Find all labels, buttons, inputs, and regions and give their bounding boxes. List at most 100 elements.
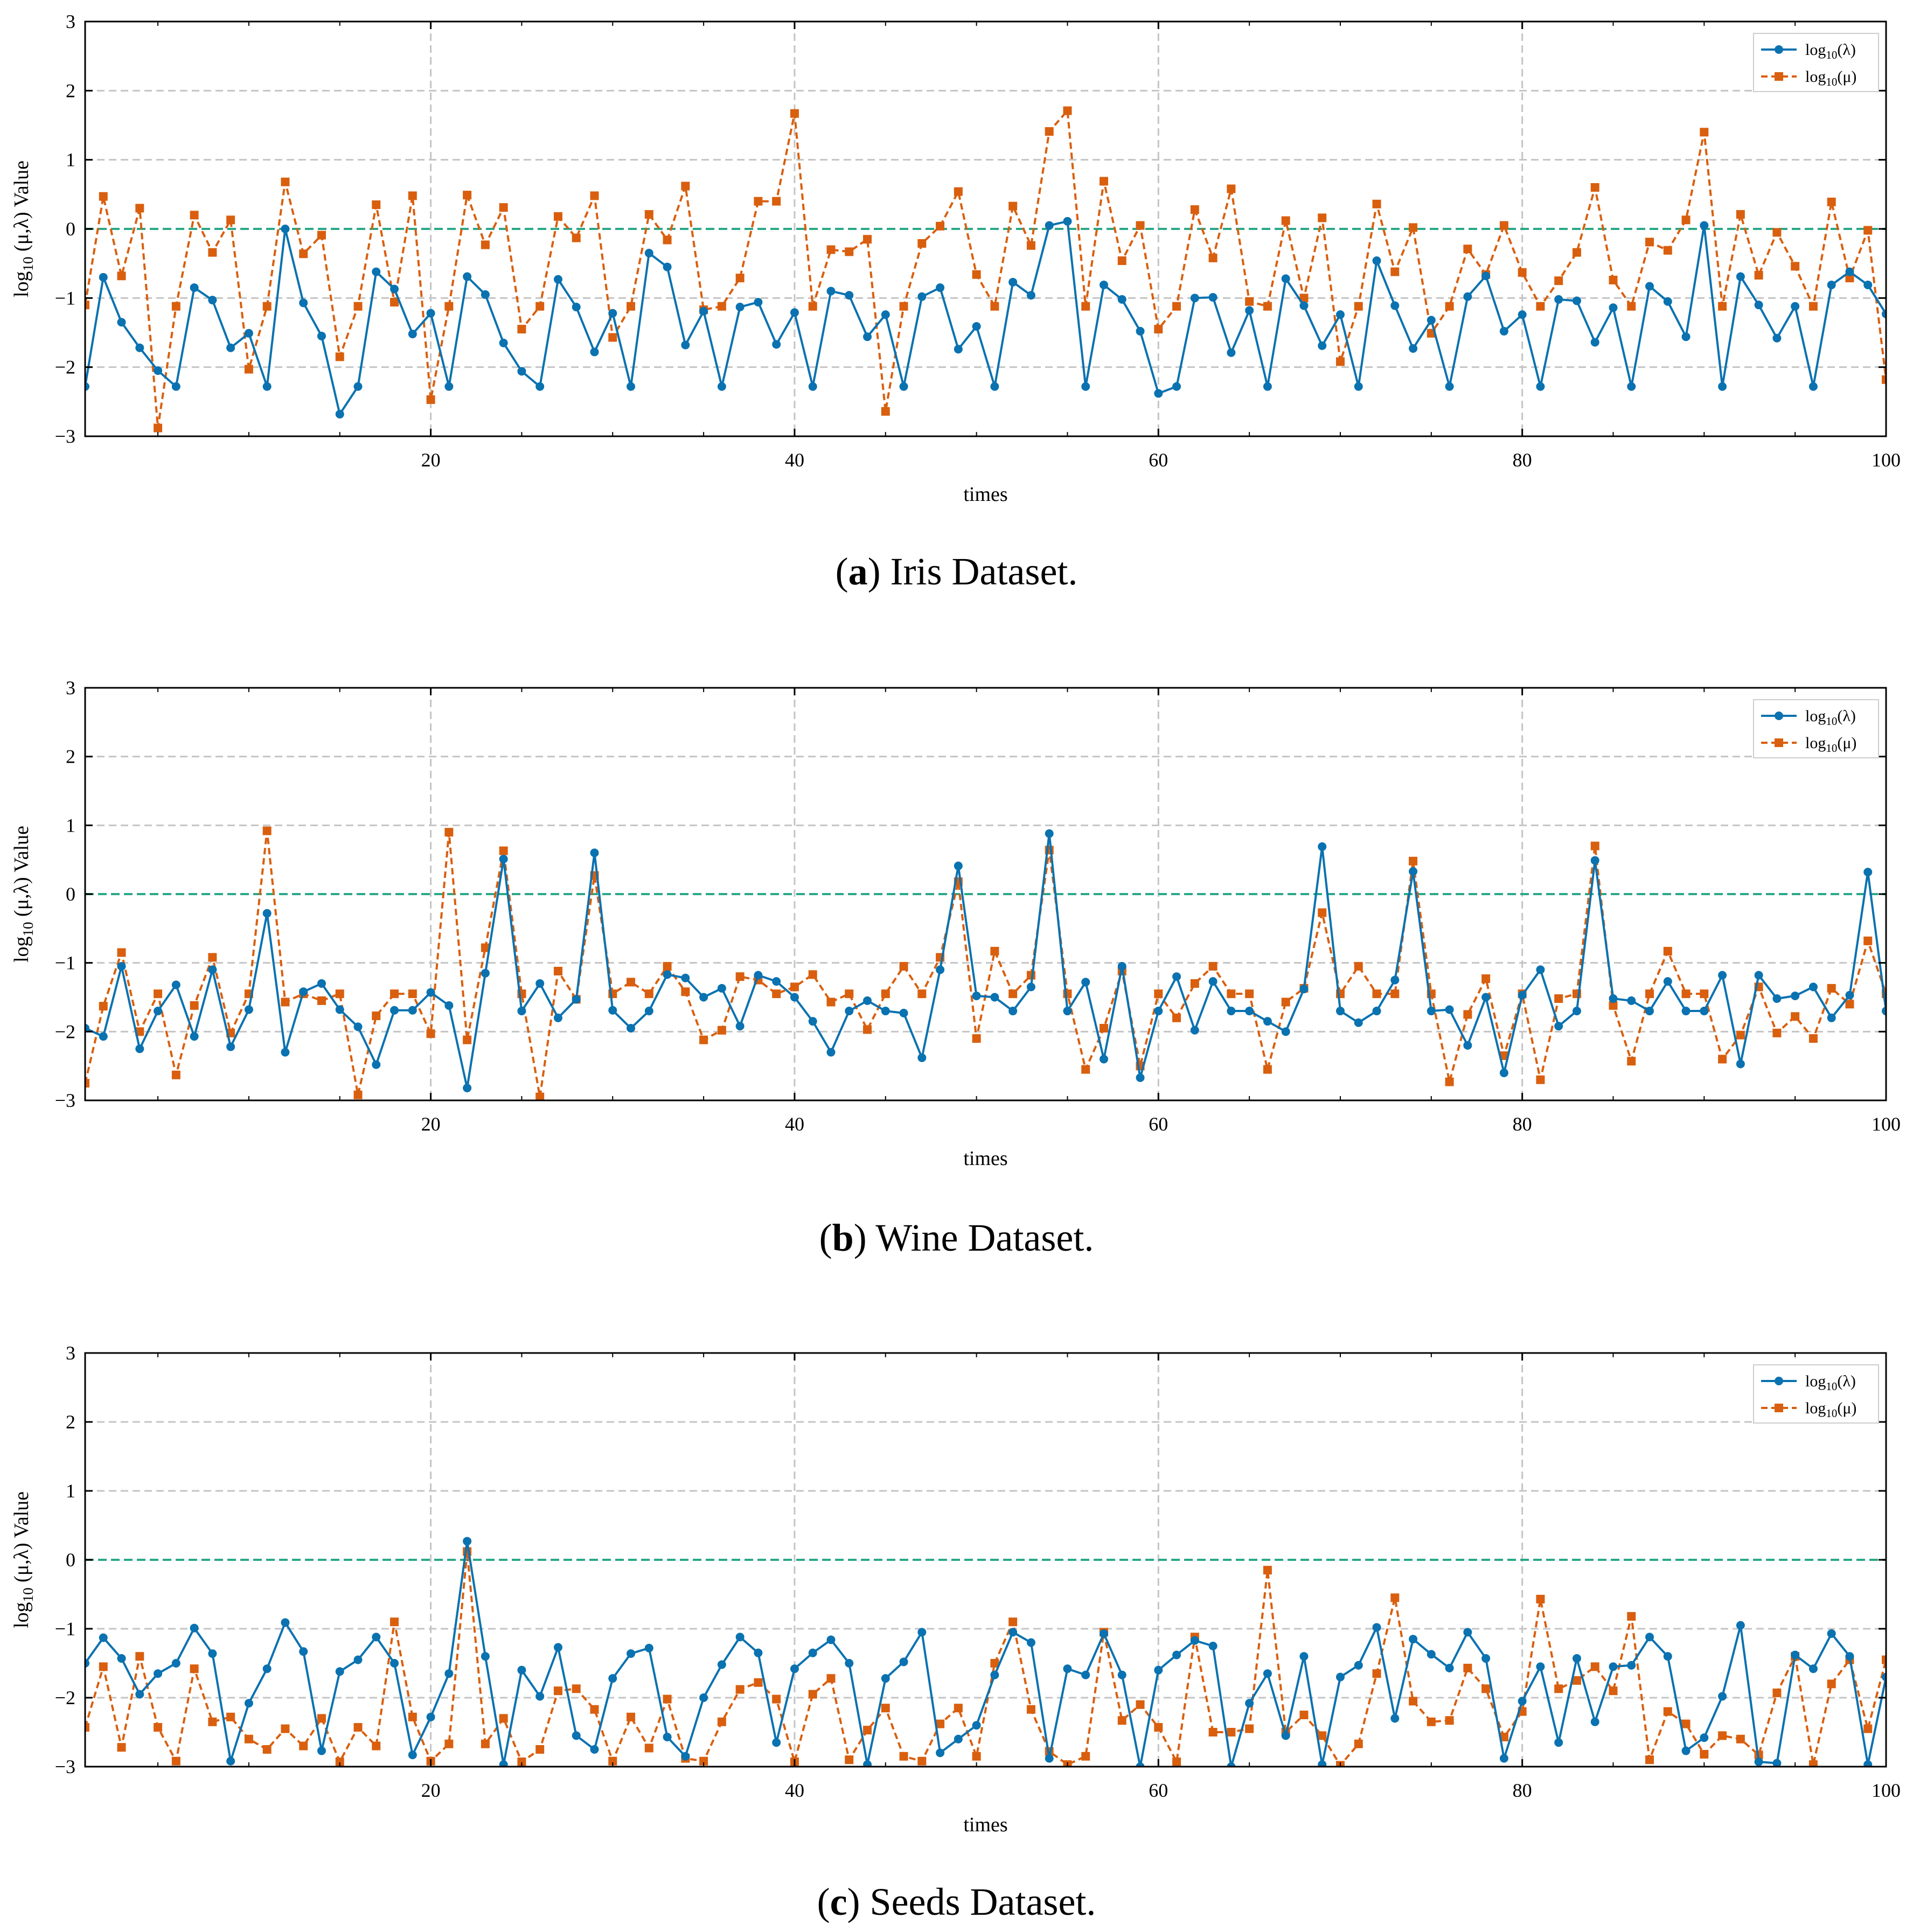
legend: log10(λ) log10(μ)	[1753, 1364, 1879, 1424]
data-point-mu	[845, 1755, 854, 1764]
x-tick-label: 100	[1872, 1780, 1901, 1801]
data-point-mu	[1627, 1612, 1636, 1621]
data-point-lambda	[717, 382, 726, 391]
x-tick-label: 80	[1513, 1780, 1532, 1801]
data-point-lambda	[1154, 389, 1163, 398]
data-point-lambda	[335, 1667, 344, 1676]
data-point-mu	[1736, 1734, 1745, 1743]
data-point-mu	[1008, 989, 1018, 999]
data-point-mu	[463, 1035, 472, 1044]
data-point-mu	[1754, 270, 1763, 280]
data-point-mu	[1536, 302, 1545, 311]
grid-lines	[85, 688, 1886, 1100]
data-point-mu	[954, 187, 963, 196]
data-point-mu	[1409, 223, 1418, 232]
chart-panel-iris: −3 −2 −1 0 1 2 3 20 40 60 80 100 times log10 (μ,λ) …	[10, 11, 1901, 506]
x-tick-label: 80	[1513, 449, 1532, 471]
data-point-mu	[390, 1617, 399, 1627]
x-tick-label: 80	[1513, 1113, 1532, 1135]
data-point-lambda	[1335, 1007, 1345, 1016]
data-point-lambda	[135, 1044, 144, 1054]
data-point-lambda	[754, 1648, 763, 1657]
data-point-mu	[790, 109, 799, 118]
data-point-mu	[1463, 1663, 1472, 1672]
data-point-lambda	[535, 382, 545, 391]
data-point-mu	[1791, 1012, 1800, 1021]
data-point-lambda	[1754, 301, 1763, 310]
data-point-lambda	[281, 1618, 290, 1627]
data-point-mu	[772, 1694, 781, 1704]
data-point-mu	[535, 1745, 545, 1754]
data-point-lambda	[171, 980, 180, 989]
data-point-mu	[1736, 1030, 1745, 1040]
data-point-mu	[99, 1002, 108, 1011]
caption-wine: (b) Wine Dataset.	[819, 1216, 1094, 1259]
data-point-lambda	[463, 1537, 472, 1546]
data-point-lambda	[535, 1692, 545, 1701]
data-point-lambda	[699, 306, 708, 316]
y-tick-label: −1	[55, 287, 75, 309]
caption-seeds: (c) Seeds Dataset.	[817, 1880, 1096, 1923]
data-point-mu	[517, 1757, 526, 1767]
data-point-lambda	[754, 971, 763, 980]
data-point-mu	[335, 989, 344, 999]
data-point-lambda	[1554, 1022, 1563, 1031]
series-clip	[85, 826, 1886, 1100]
data-point-mu	[444, 1739, 454, 1748]
legend: log10(λ) log10(μ)	[1753, 699, 1879, 758]
data-point-mu	[699, 1035, 708, 1044]
data-point-mu	[1227, 1728, 1236, 1736]
data-point-lambda	[1081, 382, 1090, 391]
series-layer	[85, 826, 1886, 1100]
data-point-lambda	[226, 343, 235, 352]
data-point-lambda	[154, 366, 163, 375]
data-point-lambda	[954, 345, 963, 354]
data-point-mu	[281, 1724, 290, 1733]
data-point-mu	[481, 943, 490, 952]
data-point-lambda	[1463, 1628, 1472, 1637]
data-point-lambda	[517, 1007, 526, 1016]
data-point-lambda	[281, 1048, 290, 1057]
data-point-mu	[1318, 213, 1327, 222]
data-point-lambda	[1409, 867, 1418, 876]
data-point-lambda	[1627, 382, 1636, 391]
data-point-mu	[1409, 1697, 1418, 1706]
data-point-mu	[663, 235, 672, 245]
data-point-mu	[208, 953, 217, 962]
data-point-lambda	[1882, 309, 1886, 318]
data-point-lambda	[1808, 982, 1818, 992]
data-point-lambda	[1882, 1672, 1886, 1682]
data-point-lambda	[1227, 1762, 1236, 1767]
data-point-lambda	[1791, 1650, 1800, 1659]
data-point-mu	[372, 1741, 381, 1750]
data-point-lambda	[1554, 295, 1563, 304]
data-point-lambda	[1354, 1661, 1363, 1670]
data-point-lambda	[1808, 382, 1818, 391]
data-point-lambda	[171, 1659, 180, 1668]
data-point-lambda	[1772, 1759, 1782, 1767]
data-point-lambda	[735, 1022, 745, 1031]
data-point-lambda	[99, 273, 108, 282]
data-point-lambda	[390, 1659, 399, 1668]
data-point-lambda	[408, 1006, 417, 1015]
grid-lines	[85, 22, 1886, 436]
data-point-lambda	[1354, 1018, 1363, 1027]
data-point-lambda	[1099, 1629, 1108, 1638]
data-point-lambda	[1863, 868, 1873, 877]
data-point-mu	[1554, 276, 1563, 285]
data-point-mu	[917, 239, 927, 248]
data-point-lambda	[1518, 310, 1527, 319]
data-point-lambda	[1427, 1007, 1436, 1016]
data-point-lambda	[1208, 1642, 1218, 1650]
data-point-lambda	[481, 290, 490, 299]
data-point-mu	[1481, 974, 1491, 984]
data-point-mu	[1808, 1760, 1818, 1767]
data-point-lambda	[644, 1643, 653, 1652]
data-point-lambda	[135, 343, 144, 352]
data-point-mu	[1481, 1684, 1491, 1693]
x-tick-label: 20	[421, 1113, 441, 1135]
data-point-lambda	[1227, 348, 1236, 357]
data-point-mu	[154, 423, 163, 433]
data-point-lambda	[553, 275, 562, 284]
data-point-lambda	[1499, 1068, 1508, 1077]
